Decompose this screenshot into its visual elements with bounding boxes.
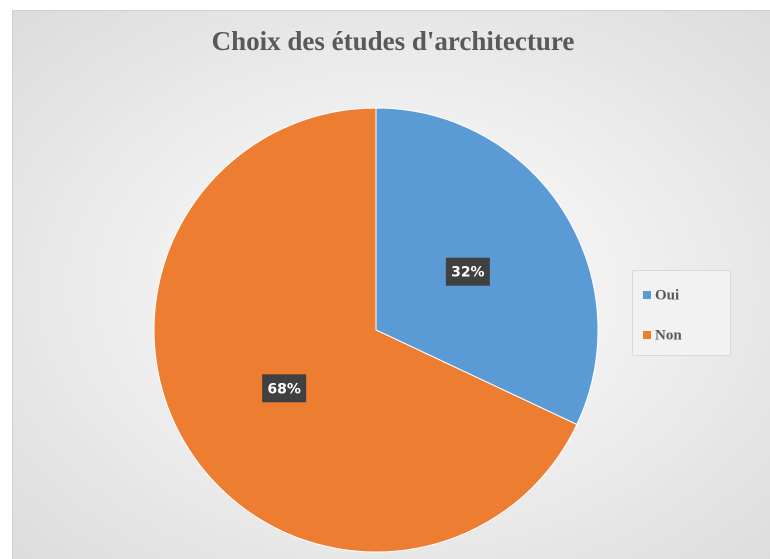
legend-label: Oui xyxy=(655,287,679,303)
data-label-box xyxy=(445,257,490,286)
chart-title: Choix des études d'architecture xyxy=(212,26,575,56)
data-label-box xyxy=(262,374,307,403)
legend-label: Non xyxy=(655,327,682,343)
legend-swatch xyxy=(643,331,651,339)
data-label: 32% xyxy=(451,265,485,281)
data-label: 68% xyxy=(267,381,301,397)
pie-slice xyxy=(153,107,578,553)
legend-swatch xyxy=(643,291,651,299)
legend xyxy=(632,270,731,356)
